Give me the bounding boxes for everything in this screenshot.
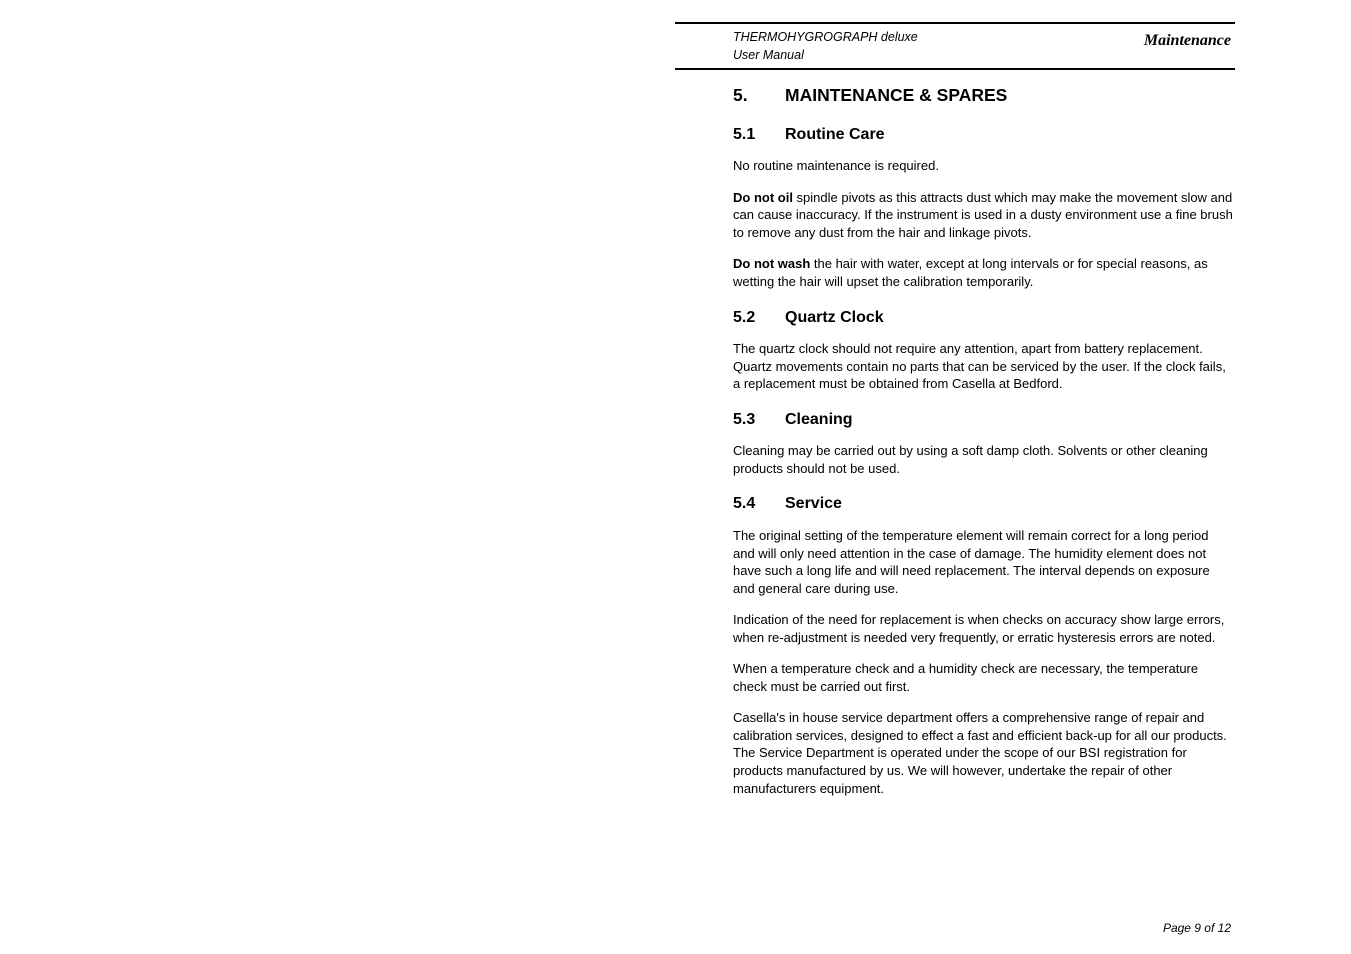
heading-title: Routine Care xyxy=(785,124,885,146)
product-name: THERMOHYGROGRAPH deluxe xyxy=(733,29,918,47)
manual-subtitle: User Manual xyxy=(733,47,918,65)
paragraph: Cleaning may be carried out by using a s… xyxy=(733,442,1233,477)
heading-num: 5.2 xyxy=(733,307,785,329)
heading-title: Quartz Clock xyxy=(785,307,884,329)
bold-warning: Do not wash xyxy=(733,256,810,271)
heading-title: MAINTENANCE & SPARES xyxy=(785,84,1007,108)
paragraph: Do not oil spindle pivots as this attrac… xyxy=(733,189,1233,242)
document-page: THERMOHYGROGRAPH deluxe User Manual Main… xyxy=(675,22,1235,811)
heading-num: 5.3 xyxy=(733,409,785,431)
page-header: THERMOHYGROGRAPH deluxe User Manual Main… xyxy=(675,22,1235,70)
paragraph: No routine maintenance is required. xyxy=(733,157,1233,175)
heading-5-1: 5.1 Routine Care xyxy=(733,124,1235,146)
header-section: Maintenance xyxy=(1144,29,1235,52)
paragraph: The quartz clock should not require any … xyxy=(733,340,1233,393)
heading-num: 5.4 xyxy=(733,493,785,515)
heading-5: 5. MAINTENANCE & SPARES xyxy=(733,84,1235,108)
paragraph: Do not wash the hair with water, except … xyxy=(733,255,1233,290)
heading-title: Cleaning xyxy=(785,409,853,431)
heading-num: 5.1 xyxy=(733,124,785,146)
paragraph: The original setting of the temperature … xyxy=(733,527,1233,597)
heading-5-4: 5.4 Service xyxy=(733,493,1235,515)
paragraph-text: spindle pivots as this attracts dust whi… xyxy=(733,190,1233,240)
heading-title: Service xyxy=(785,493,842,515)
paragraph: When a temperature check and a humidity … xyxy=(733,660,1233,695)
heading-5-2: 5.2 Quartz Clock xyxy=(733,307,1235,329)
page-content: 5. MAINTENANCE & SPARES 5.1 Routine Care… xyxy=(675,84,1235,797)
paragraph: Casella's in house service department of… xyxy=(733,709,1233,797)
bold-warning: Do not oil xyxy=(733,190,793,205)
page-footer: Page 9 of 12 xyxy=(1163,920,1231,936)
heading-num: 5. xyxy=(733,84,785,108)
heading-5-3: 5.3 Cleaning xyxy=(733,409,1235,431)
header-left: THERMOHYGROGRAPH deluxe User Manual xyxy=(675,29,918,64)
paragraph: Indication of the need for replacement i… xyxy=(733,611,1233,646)
